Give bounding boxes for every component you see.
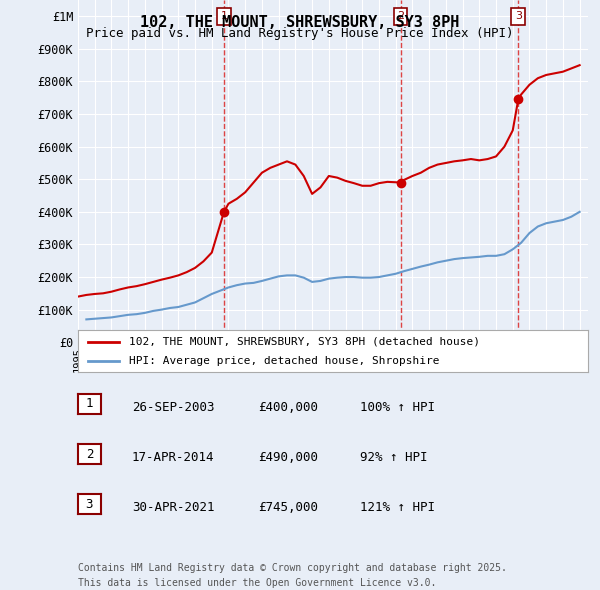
Text: 121% ↑ HPI: 121% ↑ HPI [360, 501, 435, 514]
Text: 2: 2 [86, 447, 93, 461]
Text: 102, THE MOUNT, SHREWSBURY, SY3 8PH (detached house): 102, THE MOUNT, SHREWSBURY, SY3 8PH (det… [129, 336, 480, 346]
Text: 3: 3 [86, 497, 93, 511]
Text: £490,000: £490,000 [258, 451, 318, 464]
Text: £400,000: £400,000 [258, 401, 318, 414]
Text: 1: 1 [86, 397, 93, 411]
Text: 92% ↑ HPI: 92% ↑ HPI [360, 451, 427, 464]
Text: Contains HM Land Registry data © Crown copyright and database right 2025.: Contains HM Land Registry data © Crown c… [78, 563, 507, 573]
Text: 102, THE MOUNT, SHREWSBURY, SY3 8PH: 102, THE MOUNT, SHREWSBURY, SY3 8PH [140, 15, 460, 30]
Text: £745,000: £745,000 [258, 501, 318, 514]
Text: 30-APR-2021: 30-APR-2021 [132, 501, 215, 514]
Text: 17-APR-2014: 17-APR-2014 [132, 451, 215, 464]
Text: 26-SEP-2003: 26-SEP-2003 [132, 401, 215, 414]
Text: This data is licensed under the Open Government Licence v3.0.: This data is licensed under the Open Gov… [78, 578, 436, 588]
Text: HPI: Average price, detached house, Shropshire: HPI: Average price, detached house, Shro… [129, 356, 439, 366]
Text: 2: 2 [397, 11, 404, 21]
Text: 100% ↑ HPI: 100% ↑ HPI [360, 401, 435, 414]
Text: 1: 1 [220, 11, 227, 21]
Text: 3: 3 [515, 11, 522, 21]
Text: Price paid vs. HM Land Registry's House Price Index (HPI): Price paid vs. HM Land Registry's House … [86, 27, 514, 40]
